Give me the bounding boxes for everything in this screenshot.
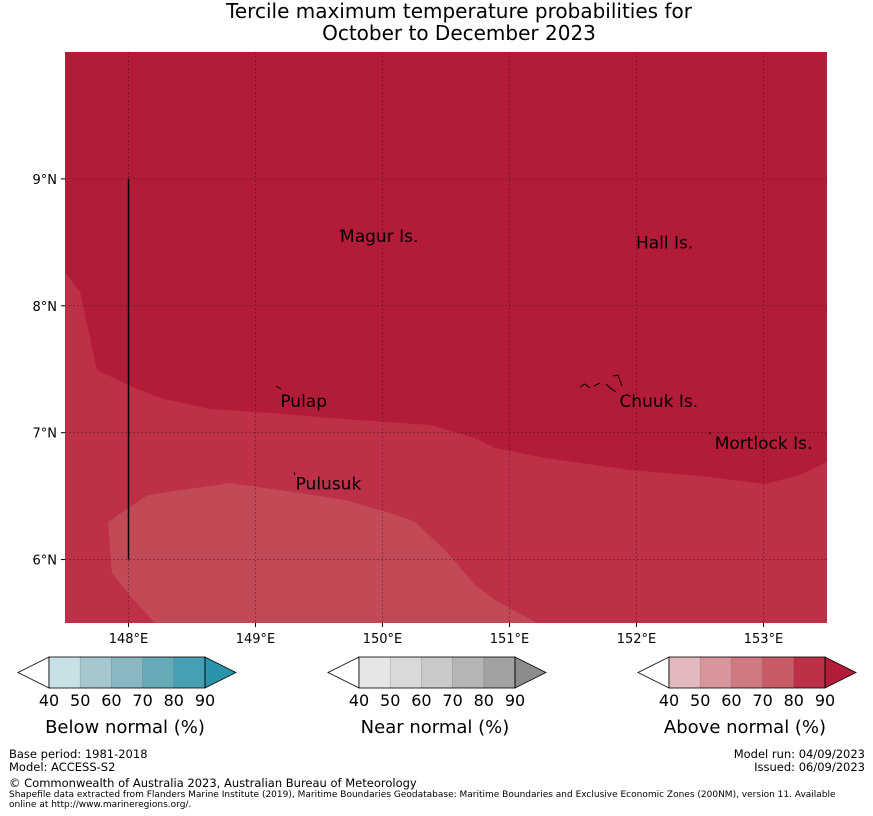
colorbar-title: Above normal (%)	[664, 717, 826, 738]
colorbar-segment	[173, 657, 205, 688]
colorbar-tick-label: 70	[442, 691, 462, 710]
colorbar-segment	[359, 657, 391, 688]
place-label: Mortlock Is.	[715, 434, 813, 454]
colorbar-segment	[700, 657, 732, 688]
colorbar-frame	[358, 656, 516, 689]
colorbar-frame	[668, 656, 826, 689]
y-tick-label: 9°N	[33, 173, 58, 188]
mortlock-island-shape	[708, 431, 712, 435]
colorbar-low-extend	[17, 656, 50, 689]
x-axis-ticks: 148°E 149°E 150°E 151°E 152°E 153°E	[109, 623, 784, 647]
colorbar-2: 40 50 60 70 80 90 Near normal (%)	[327, 656, 547, 738]
map-title: Tercile maximum temperature probabilitie…	[0, 0, 873, 44]
model-text: Model: ACCESS-S2	[9, 760, 116, 774]
x-tick-label: 150°E	[363, 632, 403, 647]
colorbar-tick-label: 80	[474, 691, 494, 710]
x-tick-label: 149°E	[236, 632, 276, 647]
colorbar-tick-label: 80	[784, 691, 804, 710]
colorbar-title: Near normal (%)	[361, 717, 510, 738]
colorbar-tick-label: 60	[101, 691, 121, 710]
y-tick-label: 8°N	[33, 300, 58, 315]
colorbar-tick-label: 50	[690, 691, 710, 710]
colorbar-tick-label: 80	[164, 691, 184, 710]
colorbar-tick-label: 90	[505, 691, 525, 710]
colorbar-segment	[390, 657, 422, 688]
map-title-line1: Tercile maximum temperature probabilitie…	[226, 0, 692, 23]
colorbar-tick-label: 50	[70, 691, 90, 710]
colorbar-segment	[452, 657, 484, 688]
copyright-text: © Commonwealth of Australia 2023, Austra…	[9, 776, 417, 790]
x-tick-label: 148°E	[109, 632, 149, 647]
colorbar-tick-label: 70	[752, 691, 772, 710]
y-tick-label: 7°N	[33, 427, 58, 442]
probability-shading	[65, 52, 827, 623]
colorbar-segment	[731, 657, 763, 688]
y-tick-label: 6°N	[33, 554, 58, 569]
colorbar-tick-label: 60	[411, 691, 431, 710]
colorbar-segment	[483, 657, 515, 688]
colorbar-tick-label: 90	[815, 691, 835, 710]
place-label: Pulap	[280, 392, 327, 412]
pulusuk-island-shape	[293, 471, 296, 476]
colorbar-frame	[48, 656, 206, 689]
shapefile-note: Shapefile data extracted from Flanders M…	[9, 790, 836, 810]
map-title-line2: October to December 2023	[322, 21, 596, 45]
colorbar-tick-label: 50	[380, 691, 400, 710]
place-label: Hall Is.	[636, 233, 693, 253]
footer-right: Model run: 04/09/2023 Issued: 06/09/2023	[734, 748, 865, 774]
region-above-60-70	[108, 483, 537, 623]
x-tick-label: 152°E	[617, 632, 657, 647]
footer-left: Base period: 1981-2018 Model: ACCESS-S2	[9, 748, 148, 774]
colorbar-segment	[421, 657, 453, 688]
colorbar-tick-label: 40	[39, 691, 59, 710]
colorbar-tick-label: 40	[349, 691, 369, 710]
place-label: Chuuk Is.	[619, 392, 698, 412]
colorbar-segment	[762, 657, 794, 688]
place-label: Magur Is.	[340, 227, 418, 247]
island-markers	[275, 228, 712, 476]
place-labels: Magur Is. Hall Is. Pulap Chuuk Is. Mortlock …	[280, 227, 812, 494]
colorbar-low-extend	[327, 656, 360, 689]
colorbar-segment	[49, 657, 81, 688]
colorbar-high-extend	[204, 656, 237, 689]
x-tick-label: 153°E	[744, 632, 784, 647]
colorbar-1: 40 50 60 70 80 90 Below normal (%)	[17, 656, 237, 738]
colorbar-high-extend	[824, 656, 857, 689]
colorbar-segment	[111, 657, 143, 688]
issued-text: Issued: 06/09/2023	[754, 760, 865, 774]
place-label: Pulusuk	[296, 474, 362, 494]
colorbar-segment	[80, 657, 112, 688]
colorbar-tick-label: 70	[132, 691, 152, 710]
chuuk-lagoon-shape	[579, 374, 623, 393]
colorbar-low-extend	[637, 656, 670, 689]
colorbar-tick-label: 90	[195, 691, 215, 710]
colorbar-segment	[793, 657, 825, 688]
colorbar-tick-label: 40	[659, 691, 679, 710]
magur-island-shape	[339, 228, 343, 233]
pulap-island-shape	[275, 385, 282, 390]
colorbar-segment	[142, 657, 174, 688]
model-run-text: Model run: 04/09/2023	[733, 747, 865, 761]
colorbar-3: 40 50 60 70 80 90 Above normal (%)	[637, 656, 857, 738]
colorbars: 40 50 60 70 80 90 Below normal (%) 40 50 60 70 80 90…	[17, 656, 857, 738]
x-tick-label: 151°E	[490, 632, 530, 647]
colorbar-high-extend	[514, 656, 547, 689]
colorbar-title: Below normal (%)	[45, 717, 205, 738]
colorbar-tick-label: 60	[721, 691, 741, 710]
y-axis-ticks: 9°N 8°N 7°N 6°N	[33, 173, 65, 569]
colorbar-segment	[669, 657, 701, 688]
base-period-text: Base period: 1981-2018	[9, 747, 148, 761]
